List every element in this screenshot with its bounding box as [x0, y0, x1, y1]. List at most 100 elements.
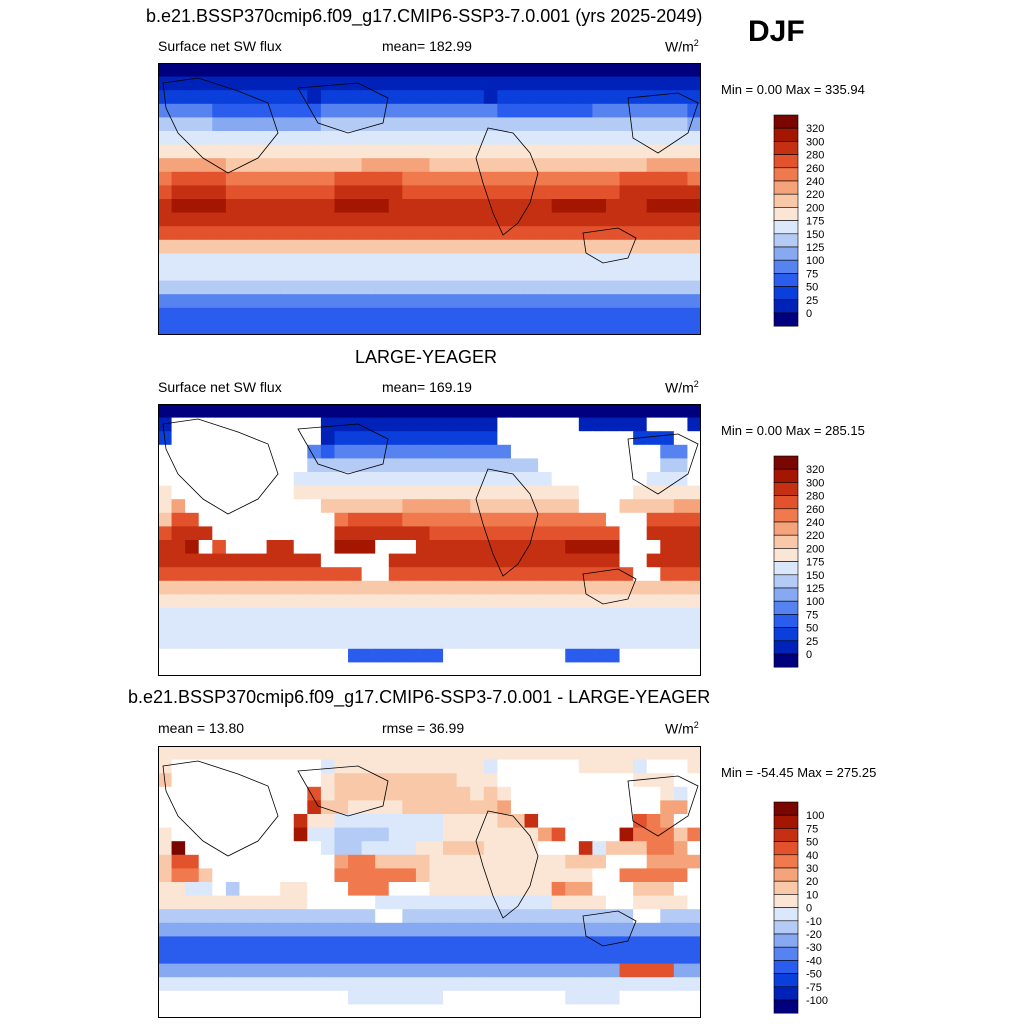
map-cell [388, 171, 403, 186]
map-cell [361, 144, 376, 159]
map-cell [565, 990, 580, 1005]
map-cell [633, 199, 648, 214]
map-cell [470, 621, 485, 636]
map-cell [307, 1004, 322, 1018]
map-cell [388, 280, 403, 295]
map-cell [375, 185, 390, 200]
map-cell [673, 800, 689, 815]
map-cell [687, 444, 701, 459]
map-cell [388, 773, 403, 788]
map-cell [578, 827, 593, 842]
map-cell [551, 580, 566, 595]
map-cell [524, 909, 539, 924]
map-cell [266, 499, 281, 514]
map-cell [185, 117, 200, 132]
map-cell [171, 404, 186, 419]
map-cell [402, 458, 417, 473]
map-cell [497, 158, 512, 173]
map-cell [443, 759, 458, 774]
map-cell [538, 158, 553, 173]
map-cell [551, 922, 566, 937]
map-cell [687, 499, 701, 514]
map-cell [402, 621, 417, 636]
map-cell [415, 977, 431, 992]
colorbar-tick-label: 300 [806, 136, 824, 148]
map-cell [673, 621, 689, 636]
map-cell [415, 253, 431, 268]
map-cell [605, 814, 621, 829]
map-cell [605, 280, 621, 295]
map-cell [198, 472, 213, 487]
map-cell [415, 635, 431, 650]
map-cell [198, 936, 213, 951]
map-cell [212, 144, 227, 159]
map-cell [307, 540, 322, 555]
map-cell [280, 472, 295, 487]
map-cell [361, 185, 376, 200]
map-cell [198, 635, 213, 650]
map-cell [225, 307, 241, 322]
map-cell [646, 580, 661, 595]
map-cell [510, 800, 526, 815]
map-cell [212, 239, 227, 254]
map-cell [415, 280, 431, 295]
map-cell [510, 63, 526, 78]
map-cell [646, 990, 661, 1005]
map-cell [212, 472, 227, 487]
map-cell [198, 882, 213, 897]
map-cell [660, 608, 675, 623]
map-cell [524, 267, 539, 282]
map-cell [538, 800, 553, 815]
coastline [297, 765, 389, 817]
map-cell [225, 199, 241, 214]
map-cell [592, 280, 607, 295]
map-cell [253, 485, 268, 500]
map-cell [470, 800, 485, 815]
map-cell [280, 608, 295, 623]
colorbar-tick-label: 20 [806, 876, 818, 888]
map-cell [429, 63, 444, 78]
map-cell [375, 936, 390, 951]
map-cell [456, 76, 471, 91]
map-cell [212, 76, 227, 91]
map-cell [470, 648, 485, 663]
map-cell [551, 882, 566, 897]
map-cell [538, 212, 553, 227]
map-cell [253, 786, 268, 801]
map-cell [239, 131, 254, 146]
map-cell [415, 444, 431, 459]
map-cell [402, 950, 417, 965]
map-cell [456, 226, 471, 241]
map-cell [171, 526, 186, 541]
panel3-map [158, 746, 701, 1018]
map-cell [483, 117, 498, 132]
map-cell [443, 800, 458, 815]
map-cell [483, 307, 498, 322]
map-cell [524, 63, 539, 78]
map-cell [470, 827, 485, 842]
map-cell [198, 827, 213, 842]
map-cell [673, 827, 689, 842]
map-cell [673, 226, 689, 241]
map-cell [565, 158, 580, 173]
map-cell [456, 90, 471, 105]
map-cell [185, 103, 200, 118]
map-cell [402, 936, 417, 951]
map-cell [198, 526, 213, 541]
map-cell [429, 253, 444, 268]
map-cell [239, 800, 254, 815]
map-cell [239, 404, 254, 419]
map-cell [565, 226, 580, 241]
map-cell [673, 868, 689, 883]
map-cell [538, 950, 553, 965]
colorbar-tick-label: -30 [806, 942, 822, 954]
map-cell [673, 580, 689, 595]
map-cell [538, 199, 553, 214]
map-cell [619, 800, 634, 815]
map-cell [402, 963, 417, 978]
map-cell [483, 936, 498, 951]
map-cell [443, 131, 458, 146]
map-cell [633, 635, 648, 650]
map-cell [171, 280, 186, 295]
map-cell [307, 854, 322, 869]
